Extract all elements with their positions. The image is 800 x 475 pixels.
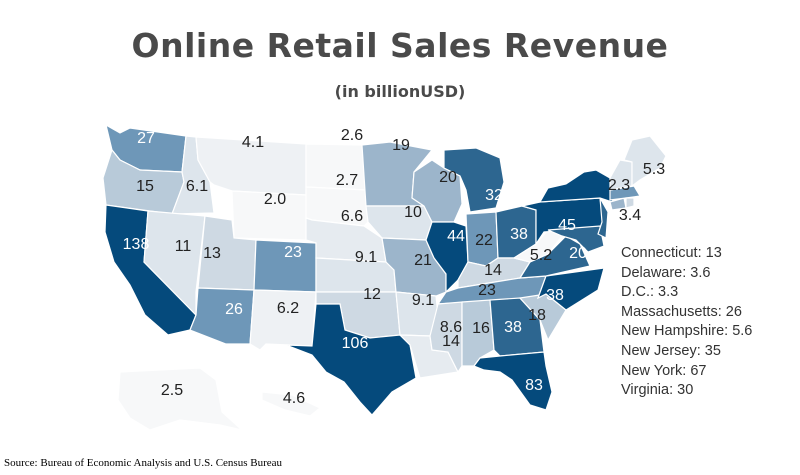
- state-value-label: 13: [203, 245, 221, 262]
- state-wisconsin[interactable]: [411, 159, 463, 223]
- legend-item: Massachusetts: 26: [621, 303, 742, 320]
- state-value-label: 44: [447, 228, 465, 245]
- state-maryland[interactable]: [547, 225, 605, 253]
- state-maine[interactable]: [623, 135, 667, 188]
- state-illinois[interactable]: [425, 221, 469, 294]
- state-value-label: 9.1: [412, 292, 434, 309]
- source-note: Source: Bureau of Economic Analysis and …: [4, 457, 283, 469]
- legend-item: New Hampshire: 5.6: [621, 323, 753, 340]
- small-states-legend: Connecticut: 13 Delaware: 3.6 D.C.: 3.3 …: [621, 244, 752, 401]
- state-texas[interactable]: [285, 303, 417, 416]
- state-value-label: 3.4: [619, 207, 641, 224]
- state-value-label: 32: [485, 187, 503, 204]
- state-new-jersey[interactable]: [597, 197, 609, 239]
- state-value-label: 9.1: [355, 249, 377, 266]
- state-value-label: 38: [504, 319, 522, 336]
- state-value-label: 2.7: [336, 172, 358, 189]
- state-value-label: 45: [558, 217, 576, 234]
- state-alaska[interactable]: [117, 367, 245, 432]
- state-value-label: 5.3: [643, 161, 665, 178]
- state-value-label: 6.1: [186, 178, 208, 195]
- legend-item: Delaware: 3.6: [621, 264, 711, 281]
- state-value-label: 4.1: [242, 134, 264, 151]
- state-value-label: 38: [546, 287, 564, 304]
- state-value-label: 14: [442, 333, 460, 350]
- state-arizona[interactable]: [189, 287, 255, 345]
- legend-item: Connecticut: 13: [621, 245, 722, 261]
- state-hawaii[interactable]: [261, 391, 322, 417]
- state-rhode-island[interactable]: [625, 197, 635, 209]
- state-value-label: 10: [404, 204, 422, 221]
- state-value-label: 5.2: [530, 247, 552, 264]
- state-value-label: 23: [478, 282, 496, 299]
- state-value-label: 22: [475, 232, 493, 249]
- state-value-label: 2.3: [608, 177, 630, 194]
- state-value-label: 138: [123, 236, 150, 253]
- state-new-mexico[interactable]: [249, 289, 317, 351]
- state-value-label: 15: [136, 178, 154, 195]
- state-florida[interactable]: [473, 351, 553, 411]
- state-value-label: 11: [175, 238, 192, 255]
- state-value-label: 2.6: [341, 127, 363, 144]
- state-value-label: 8.6: [440, 319, 462, 336]
- state-value-label: 2.5: [161, 382, 183, 399]
- legend-item: New Jersey: 35: [621, 342, 721, 359]
- state-nevada[interactable]: [143, 210, 206, 317]
- state-value-label: 2.0: [264, 191, 286, 208]
- state-value-label: 12: [363, 286, 381, 303]
- map-title: Online Retail Sales Revenue: [131, 26, 669, 65]
- map-subtitle: (in billionUSD): [334, 82, 466, 101]
- state-value-label: 23: [284, 244, 302, 261]
- state-value-label: 21: [414, 252, 432, 269]
- state-value-label: 6.2: [277, 300, 299, 317]
- state-value-label: 19: [392, 137, 410, 154]
- state-value-label: 14: [484, 262, 502, 279]
- state-value-label: 18: [528, 307, 546, 324]
- state-value-label: 83: [525, 377, 543, 394]
- state-value-label: 16: [472, 320, 490, 337]
- state-value-label: 4.6: [283, 390, 305, 407]
- legend-item: Virginia: 30: [621, 382, 694, 399]
- state-value-label: 106: [342, 335, 369, 352]
- state-value-label: 20: [569, 245, 587, 262]
- state-value-label: 20: [439, 169, 457, 186]
- state-value-label: 38: [510, 226, 528, 243]
- state-value-label: 26: [225, 301, 243, 318]
- legend-item: D.C.: 3.3: [621, 284, 679, 301]
- legend-item: New York: 67: [621, 362, 707, 379]
- state-value-label: 27: [137, 130, 155, 147]
- state-michigan[interactable]: [443, 147, 505, 213]
- state-value-label: 6.6: [341, 208, 363, 225]
